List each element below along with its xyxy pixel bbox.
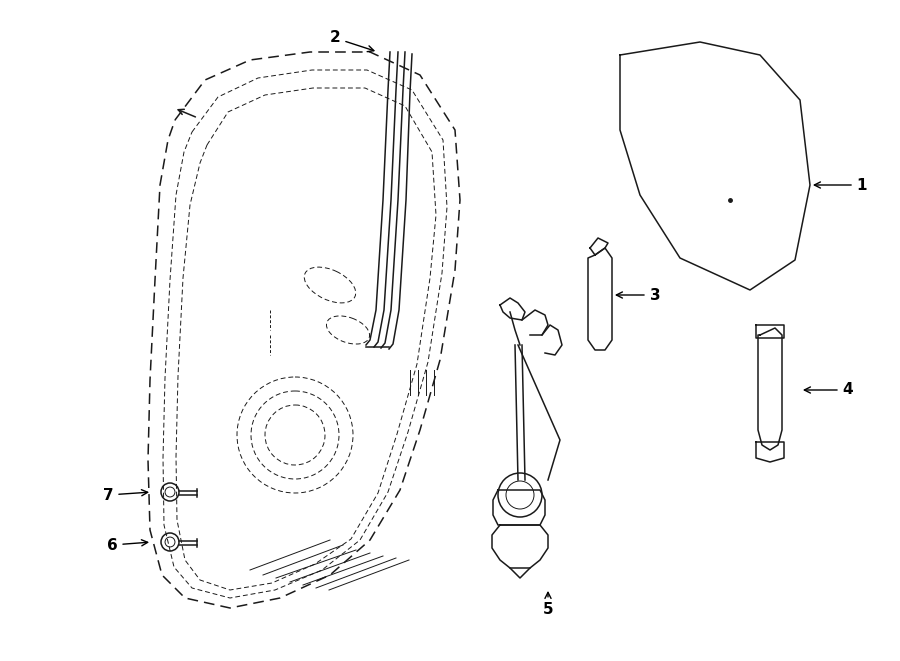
Text: 2: 2 [329,30,373,52]
Text: 4: 4 [805,383,853,397]
Text: 7: 7 [103,488,148,502]
Text: 5: 5 [543,592,553,617]
Text: 6: 6 [106,537,148,553]
Text: 3: 3 [616,288,661,303]
Text: 1: 1 [814,178,868,192]
